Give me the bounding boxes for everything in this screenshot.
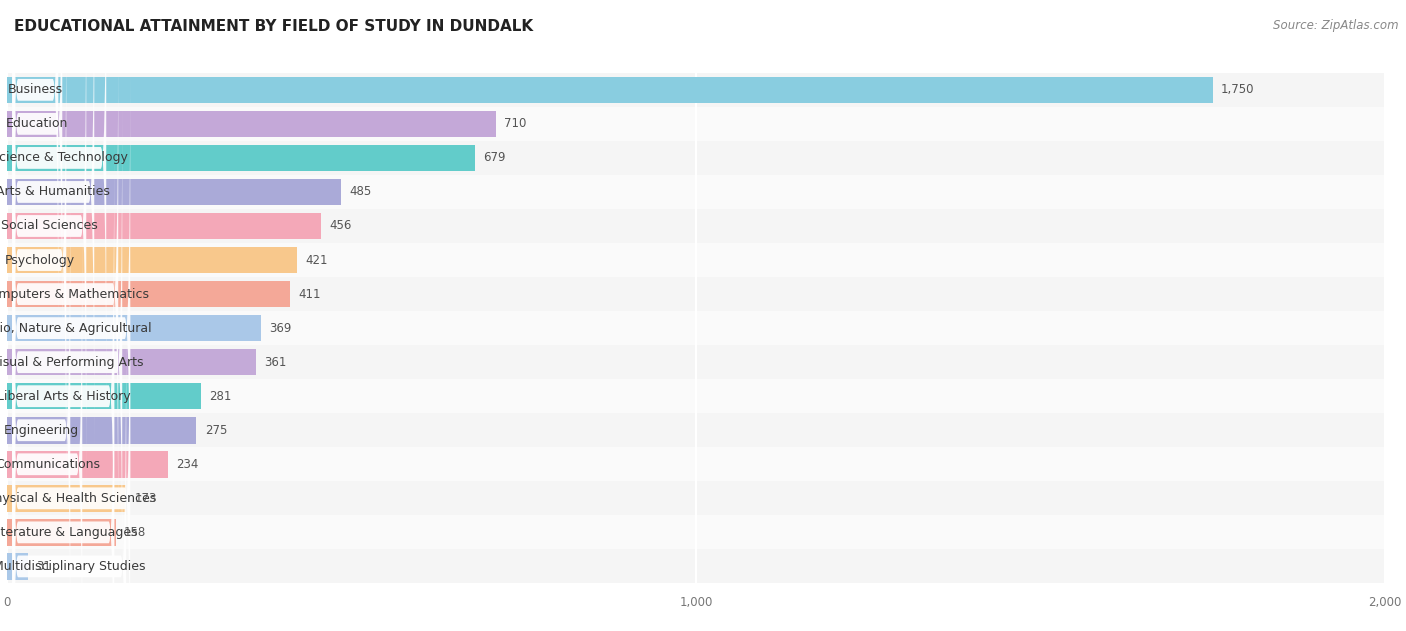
Text: 275: 275 [205,424,228,437]
Text: Engineering: Engineering [4,424,79,437]
Text: Education: Education [6,117,69,131]
Bar [7,179,342,205]
Bar [7,281,290,307]
FancyBboxPatch shape [7,345,1385,379]
FancyBboxPatch shape [7,243,1385,277]
Text: Computers & Mathematics: Computers & Mathematics [0,288,149,300]
Text: Bio, Nature & Agricultural: Bio, Nature & Agricultural [0,322,152,334]
Text: 361: 361 [264,356,287,369]
Bar [7,247,297,273]
Text: 456: 456 [329,220,352,232]
FancyBboxPatch shape [7,175,1385,209]
Text: Multidisciplinary Studies: Multidisciplinary Studies [0,560,146,573]
Text: 281: 281 [209,390,231,403]
Text: Science & Technology: Science & Technology [0,151,128,165]
Bar [7,485,127,512]
FancyBboxPatch shape [13,33,118,555]
FancyBboxPatch shape [13,0,94,454]
Text: 234: 234 [177,457,198,471]
Text: Visual & Performing Arts: Visual & Performing Arts [0,356,143,369]
Text: 158: 158 [124,526,146,539]
FancyBboxPatch shape [13,135,114,631]
FancyBboxPatch shape [7,413,1385,447]
Bar [7,76,1213,103]
FancyBboxPatch shape [7,481,1385,516]
FancyBboxPatch shape [13,0,86,487]
Text: Source: ZipAtlas.com: Source: ZipAtlas.com [1274,19,1399,32]
FancyBboxPatch shape [13,67,131,589]
FancyBboxPatch shape [13,305,127,631]
FancyBboxPatch shape [13,0,58,351]
Text: 31: 31 [37,560,52,573]
FancyBboxPatch shape [7,550,1385,584]
Bar [7,315,262,341]
FancyBboxPatch shape [7,141,1385,175]
FancyBboxPatch shape [13,0,107,420]
Bar [7,417,197,444]
Bar [7,451,169,478]
Text: 1,750: 1,750 [1220,83,1254,97]
FancyBboxPatch shape [13,0,66,521]
Text: 421: 421 [305,254,328,266]
FancyBboxPatch shape [13,271,114,631]
FancyBboxPatch shape [7,447,1385,481]
FancyBboxPatch shape [7,73,1385,107]
Text: Psychology: Psychology [4,254,75,266]
Text: 369: 369 [270,322,292,334]
Text: Business: Business [8,83,63,97]
Text: 485: 485 [350,186,371,199]
FancyBboxPatch shape [7,107,1385,141]
Text: Social Sciences: Social Sciences [1,220,98,232]
Bar [7,349,256,375]
Text: Literature & Languages: Literature & Languages [0,526,138,539]
FancyBboxPatch shape [7,379,1385,413]
Text: Liberal Arts & History: Liberal Arts & History [0,390,131,403]
Bar [7,553,28,580]
Bar [7,213,321,239]
Text: 710: 710 [505,117,527,131]
Text: 173: 173 [135,492,157,505]
Bar [7,110,496,137]
FancyBboxPatch shape [13,237,131,631]
FancyBboxPatch shape [7,277,1385,311]
FancyBboxPatch shape [13,0,62,386]
Text: EDUCATIONAL ATTAINMENT BY FIELD OF STUDY IN DUNDALK: EDUCATIONAL ATTAINMENT BY FIELD OF STUDY… [14,19,533,34]
Bar [7,144,475,171]
Text: 679: 679 [484,151,506,165]
Text: Arts & Humanities: Arts & Humanities [0,186,110,199]
Text: Physical & Health Sciences: Physical & Health Sciences [0,492,156,505]
FancyBboxPatch shape [13,101,122,623]
Bar [7,383,201,410]
FancyBboxPatch shape [7,209,1385,243]
FancyBboxPatch shape [13,203,83,631]
Bar [7,519,115,546]
Text: 411: 411 [298,288,321,300]
FancyBboxPatch shape [13,169,70,631]
FancyBboxPatch shape [7,516,1385,550]
Text: Communications: Communications [0,457,100,471]
FancyBboxPatch shape [7,311,1385,345]
